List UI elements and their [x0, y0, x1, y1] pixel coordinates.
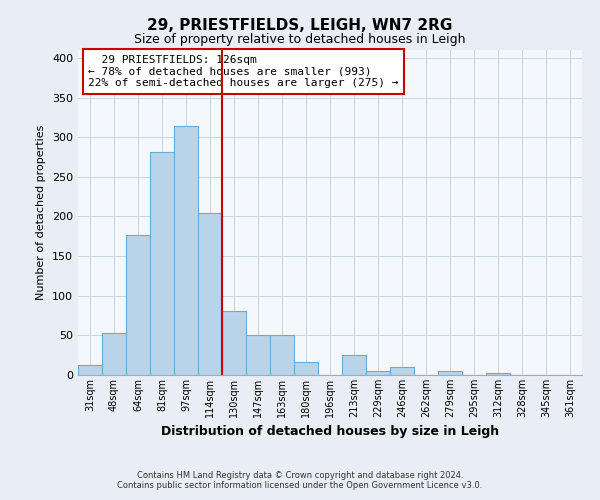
Bar — [78, 364, 102, 375]
Bar — [174, 126, 198, 375]
Bar — [486, 374, 510, 375]
Bar — [366, 371, 390, 375]
Bar — [126, 234, 150, 375]
Bar — [222, 311, 246, 375]
Bar — [102, 333, 126, 375]
Bar — [390, 367, 414, 375]
Text: Size of property relative to detached houses in Leigh: Size of property relative to detached ho… — [134, 32, 466, 46]
Bar — [150, 152, 174, 375]
Bar — [438, 371, 462, 375]
Text: 29, PRIESTFIELDS, LEIGH, WN7 2RG: 29, PRIESTFIELDS, LEIGH, WN7 2RG — [148, 18, 452, 32]
Bar — [294, 362, 318, 375]
Bar — [198, 214, 222, 375]
Y-axis label: Number of detached properties: Number of detached properties — [37, 125, 46, 300]
Bar — [246, 336, 270, 375]
Bar — [270, 336, 294, 375]
Bar — [342, 355, 366, 375]
Text: Contains HM Land Registry data © Crown copyright and database right 2024.
Contai: Contains HM Land Registry data © Crown c… — [118, 470, 482, 490]
X-axis label: Distribution of detached houses by size in Leigh: Distribution of detached houses by size … — [161, 426, 499, 438]
Text: 29 PRIESTFIELDS: 126sqm
← 78% of detached houses are smaller (993)
22% of semi-d: 29 PRIESTFIELDS: 126sqm ← 78% of detache… — [88, 55, 398, 88]
